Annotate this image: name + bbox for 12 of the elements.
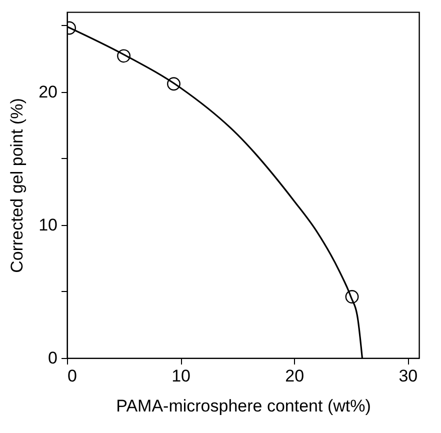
y-tick-label: 20 (38, 82, 58, 102)
x-tick-label: 10 (172, 366, 191, 386)
point (167, 77, 180, 91)
point (345, 290, 359, 304)
x-tick-label: 20 (285, 366, 304, 386)
x-tick-label: 0 (68, 366, 77, 386)
y-tick-label: 10 (38, 215, 58, 234)
x-axis-title: PAMA-microsphere content (wt%) (116, 396, 371, 416)
y-tick-label: 0 (48, 348, 58, 368)
y-axis-title: Corrected gel point (%) (8, 98, 27, 273)
point (117, 49, 130, 63)
x-tick-label: 30 (398, 366, 418, 386)
